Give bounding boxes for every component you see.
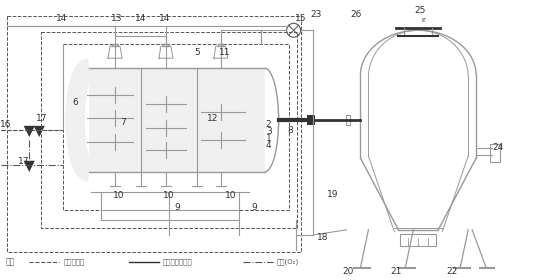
Text: 24: 24 (492, 143, 504, 153)
Text: 16: 16 (0, 120, 11, 129)
Text: 26: 26 (351, 10, 362, 19)
Text: 23: 23 (310, 10, 322, 19)
Text: ır: ır (422, 17, 426, 23)
Text: 14: 14 (135, 14, 147, 23)
Polygon shape (23, 126, 35, 137)
Text: 氧气(O₂): 氧气(O₂) (277, 258, 299, 265)
Text: 14: 14 (159, 14, 171, 23)
Text: 10: 10 (113, 191, 125, 200)
Text: 10: 10 (225, 191, 237, 200)
Text: 17: 17 (35, 114, 47, 123)
Text: 19: 19 (327, 190, 338, 199)
Text: 9: 9 (174, 203, 180, 212)
Text: 9: 9 (252, 203, 257, 212)
Text: 4: 4 (266, 141, 271, 150)
Text: 11: 11 (219, 48, 231, 57)
Text: 3: 3 (266, 127, 271, 136)
Text: 17: 17 (17, 157, 29, 166)
Text: 18: 18 (317, 233, 328, 242)
Text: 8: 8 (288, 125, 293, 134)
Text: 12: 12 (207, 114, 219, 123)
Text: 6: 6 (72, 98, 78, 107)
Text: 5: 5 (194, 48, 200, 57)
Polygon shape (34, 126, 45, 137)
Text: 10: 10 (163, 191, 175, 200)
Text: 含悬浮颗粒溶液: 含悬浮颗粒溶液 (163, 258, 193, 265)
Text: 25: 25 (415, 6, 426, 15)
Text: 14: 14 (55, 14, 67, 23)
Text: 1: 1 (266, 134, 271, 143)
Text: 20: 20 (343, 267, 354, 276)
Bar (347, 115, 350, 125)
Text: 15: 15 (295, 14, 306, 23)
Text: 说明: 说明 (5, 257, 15, 266)
Bar (490, 144, 500, 162)
Text: 21: 21 (391, 267, 402, 276)
Text: 2: 2 (266, 120, 271, 129)
Text: 硫酸锌溶液: 硫酸锌溶液 (63, 258, 84, 265)
Text: 22: 22 (447, 267, 458, 276)
Bar (400, 234, 436, 246)
Polygon shape (23, 161, 35, 172)
Bar (307, 115, 314, 125)
FancyBboxPatch shape (89, 68, 265, 172)
Text: 13: 13 (112, 14, 123, 23)
Text: 7: 7 (120, 118, 126, 127)
